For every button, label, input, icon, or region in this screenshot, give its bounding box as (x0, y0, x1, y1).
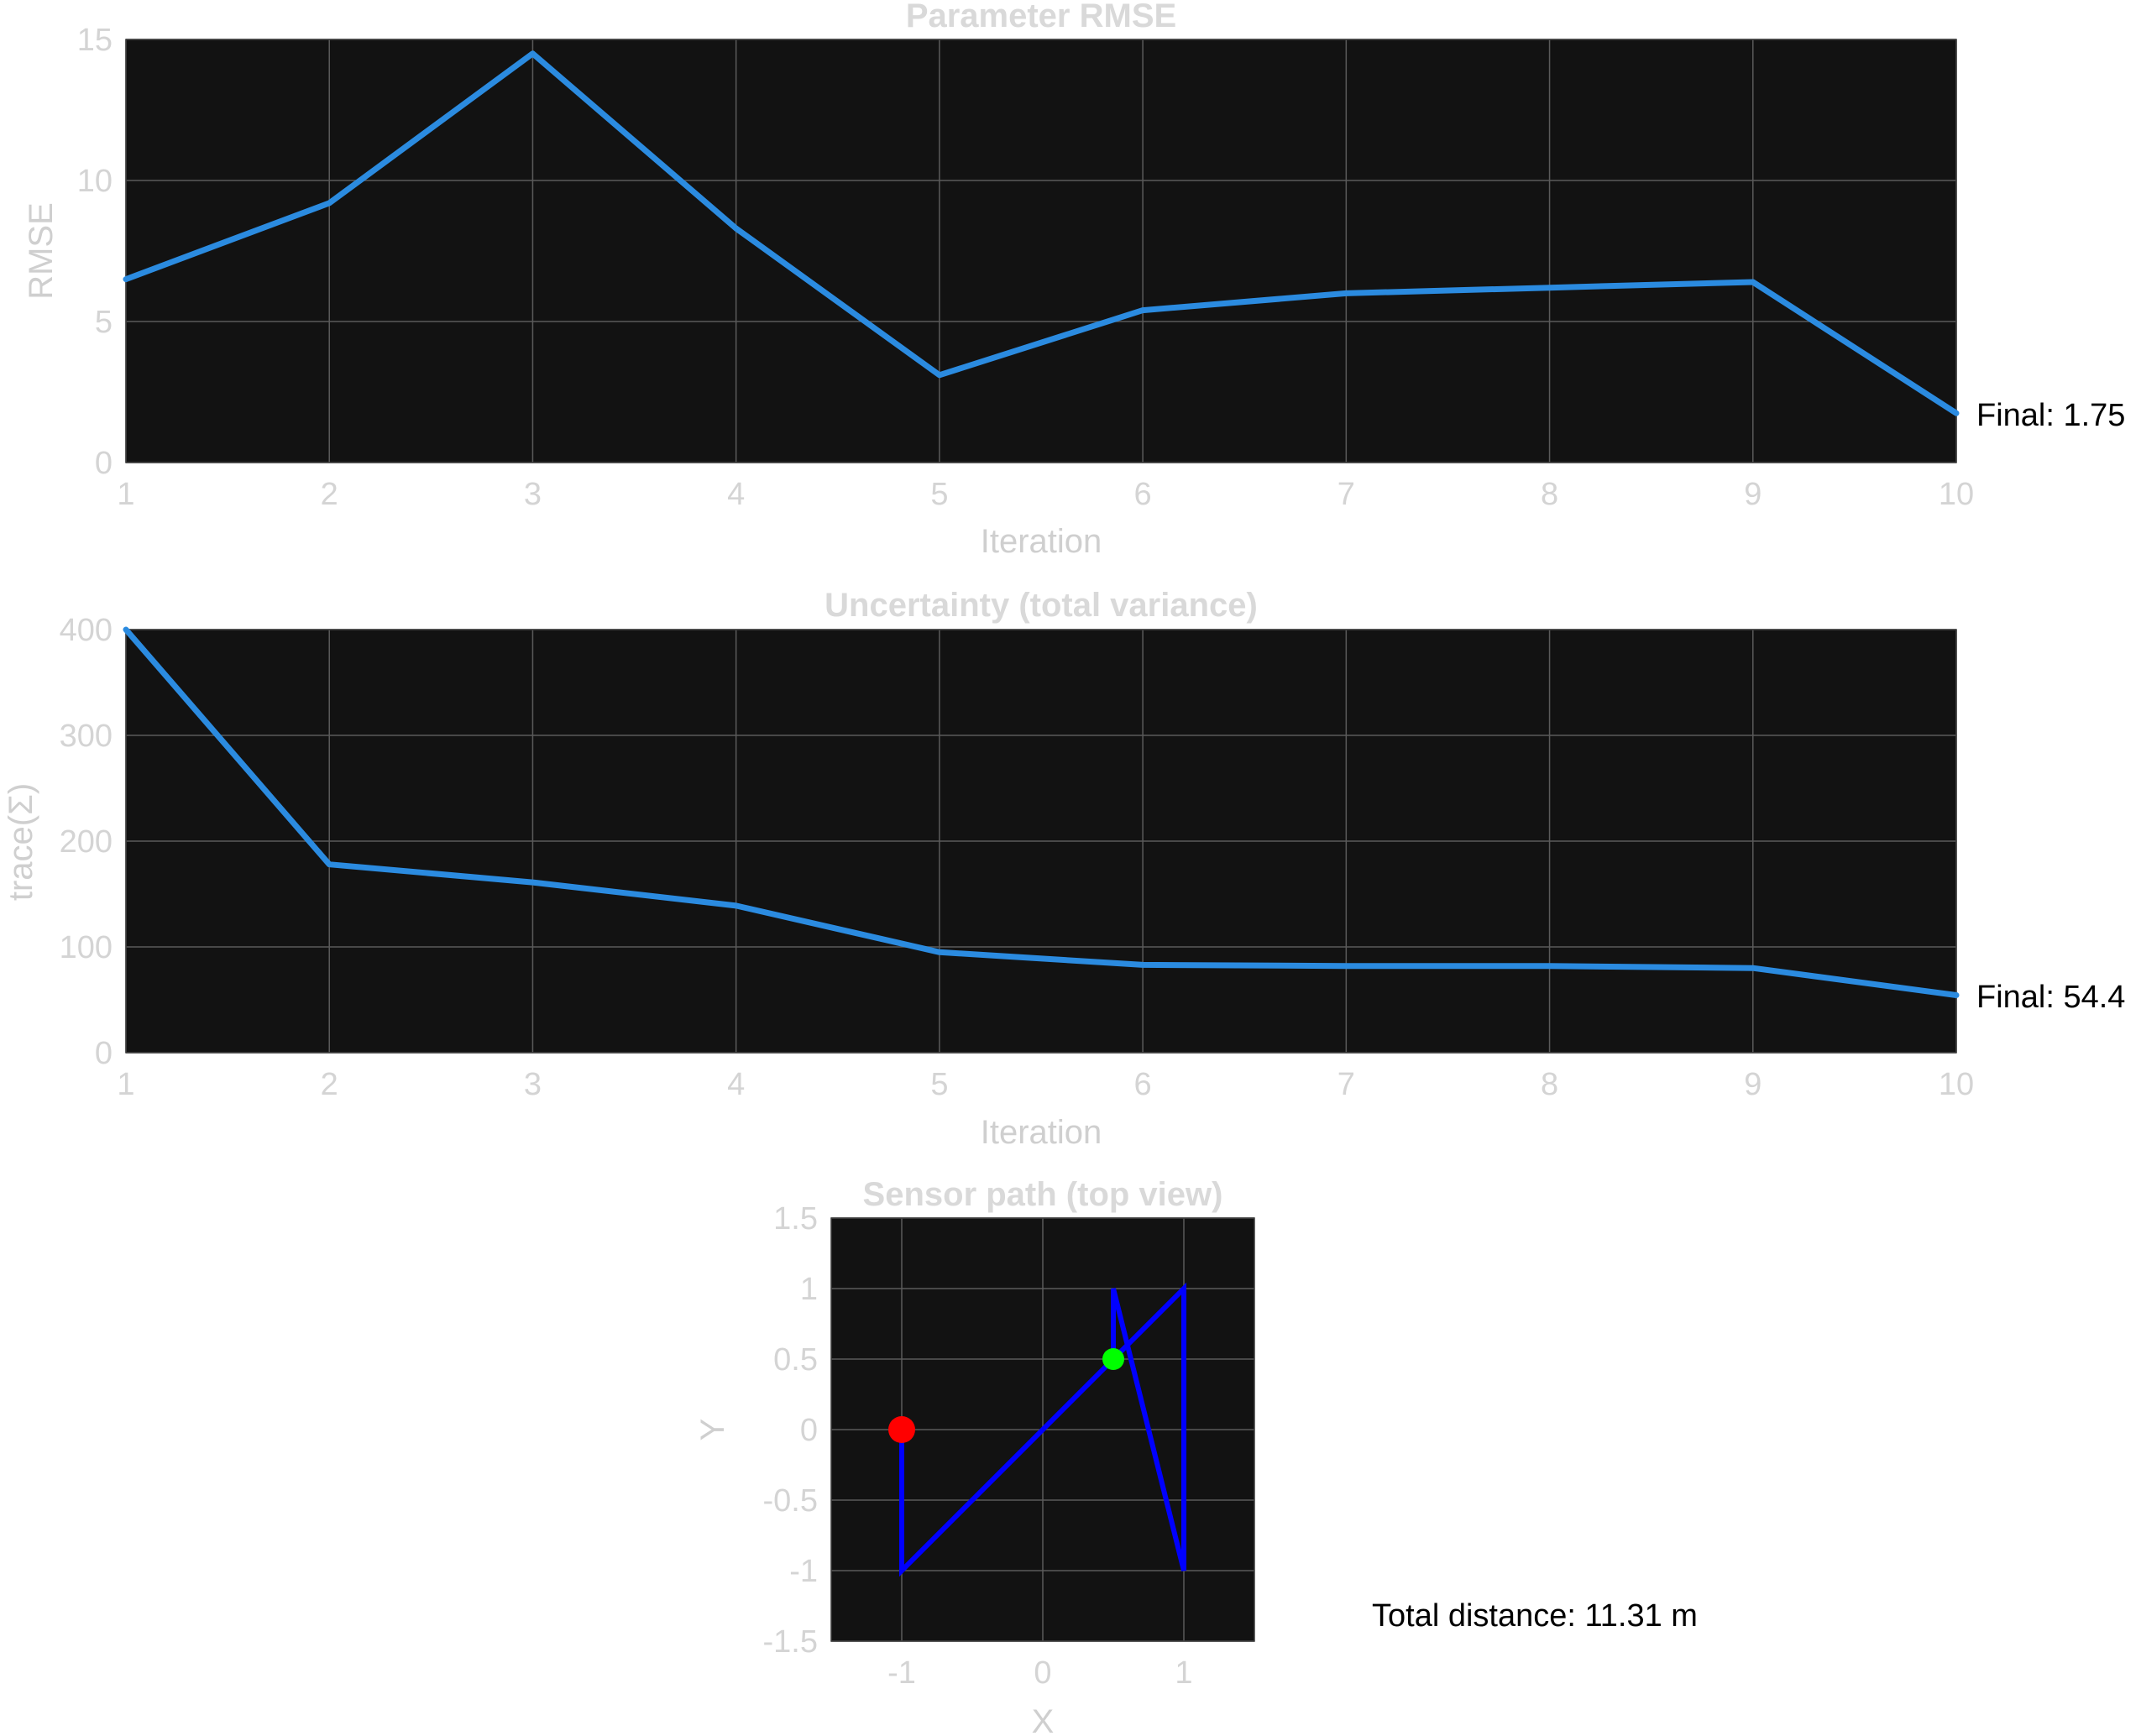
uncertainty-final-annotation: Final: 54.4 (1976, 980, 2125, 1015)
uncertainty-x-tick-label: 6 (1134, 1067, 1152, 1102)
rmse-chart: 1 2 3 4 5 6 7 8 9 10 0 5 10 15 Parameter RMSE Iterat… (23, 0, 2125, 560)
total-distance-annotation: Total distance: 11.31 m (1372, 1598, 1698, 1634)
rmse-x-axis-label: Iteration (981, 523, 1102, 560)
sensor-path-y-axis-label: Y (694, 1419, 731, 1441)
rmse-x-tick-label: 3 (524, 477, 542, 512)
sensor-path-y-ticks: -1.5 -1 -0.5 0 0.5 1 1.5 (763, 1201, 818, 1660)
sensor-path-x-ticks: -1 0 1 (887, 1655, 1192, 1691)
rmse-y-ticks: 0 5 10 15 (77, 23, 113, 481)
rmse-y-tick-label: 10 (77, 164, 113, 199)
uncertainty-x-axis-label: Iteration (981, 1114, 1102, 1151)
sensor-path-y-tick-label: -0.5 (763, 1483, 818, 1519)
sensor-path-x-tick-label: -1 (887, 1655, 916, 1691)
sensor-path-chart-title: Sensor path (top view) (863, 1176, 1223, 1213)
uncertainty-x-tick-label: 7 (1337, 1067, 1355, 1102)
rmse-x-tick-label: 8 (1541, 477, 1558, 512)
rmse-plot-area (126, 39, 1956, 463)
rmse-y-tick-label: 0 (95, 446, 113, 481)
sensor-path-y-tick-label: -1.5 (763, 1624, 818, 1660)
uncertainty-x-tick-label: 1 (117, 1067, 134, 1102)
sensor-path-x-tick-label: 1 (1175, 1655, 1192, 1691)
rmse-plot-frame (125, 39, 1957, 463)
rmse-x-tick-label: 1 (117, 477, 134, 512)
uncertainty-x-tick-label: 9 (1744, 1067, 1761, 1102)
rmse-y-tick-label: 15 (77, 23, 113, 58)
rmse-x-tick-label: 4 (727, 477, 745, 512)
uncertainty-y-tick-label: 200 (60, 824, 113, 860)
sensor-path-x-axis-label: X (1032, 1703, 1055, 1736)
sensor-path-chart: -1 0 1 -1.5 -1 -0.5 0 0.5 1 1.5 Sensor path (top… (694, 1176, 1698, 1736)
rmse-x-ticks: 1 2 3 4 5 6 7 8 9 10 (117, 477, 1974, 512)
uncertainty-y-tick-label: 100 (60, 930, 113, 965)
uncertainty-chart: 1 2 3 4 5 6 7 8 9 10 0 100 200 300 400 Uncertainty (t… (3, 587, 2125, 1151)
uncertainty-x-tick-label: 4 (727, 1067, 745, 1102)
uncertainty-x-ticks: 1 2 3 4 5 6 7 8 9 10 (117, 1067, 1974, 1102)
rmse-x-tick-label: 2 (321, 477, 338, 512)
sensor-path-series (888, 1282, 1186, 1577)
rmse-series (123, 50, 1960, 416)
sensor-path-y-tick-label: 1.5 (773, 1201, 818, 1237)
sensor-path-plot-frame (830, 1217, 1255, 1642)
uncertainty-x-tick-label: 8 (1541, 1067, 1558, 1102)
rmse-grid (125, 39, 1957, 463)
rmse-chart-title: Parameter RMSE (906, 0, 1176, 34)
sensor-path-x-tick-label: 0 (1034, 1655, 1051, 1691)
uncertainty-grid (125, 629, 1957, 1054)
rmse-x-tick-label: 9 (1744, 477, 1761, 512)
uncertainty-plot-frame (125, 629, 1957, 1054)
rmse-final-annotation: Final: 1.75 (1976, 398, 2125, 433)
uncertainty-x-tick-label: 10 (1939, 1067, 1974, 1102)
sensor-path-y-tick-label: 1 (800, 1272, 818, 1307)
rmse-x-tick-label: 7 (1337, 477, 1355, 512)
uncertainty-y-tick-label: 0 (95, 1036, 113, 1071)
end-point-marker (1102, 1348, 1124, 1370)
sensor-path-line (899, 1282, 1186, 1577)
rmse-x-tick-label: 10 (1939, 477, 1974, 512)
uncertainty-chart-title: Uncertainty (total variance) (824, 587, 1258, 624)
uncertainty-y-tick-label: 400 (60, 613, 113, 648)
rmse-y-axis-label: RMSE (23, 202, 60, 300)
rmse-series-line (123, 50, 1960, 416)
uncertainty-x-tick-label: 3 (524, 1067, 542, 1102)
start-point-marker (888, 1416, 915, 1443)
sensor-path-y-tick-label: -1 (789, 1554, 818, 1589)
rmse-x-tick-label: 5 (930, 477, 948, 512)
sensor-path-y-tick-label: 0 (800, 1413, 818, 1448)
rmse-y-tick-label: 5 (95, 305, 113, 340)
uncertainty-x-tick-label: 5 (930, 1067, 948, 1102)
uncertainty-y-axis-label: trace(Σ) (3, 783, 39, 901)
rmse-x-tick-label: 6 (1134, 477, 1152, 512)
sensor-path-y-tick-label: 0.5 (773, 1342, 818, 1378)
uncertainty-series-line (123, 626, 1960, 998)
uncertainty-x-tick-label: 2 (321, 1067, 338, 1102)
uncertainty-y-ticks: 0 100 200 300 400 (60, 613, 113, 1071)
uncertainty-series (123, 626, 1960, 998)
uncertainty-y-tick-label: 300 (60, 719, 113, 754)
